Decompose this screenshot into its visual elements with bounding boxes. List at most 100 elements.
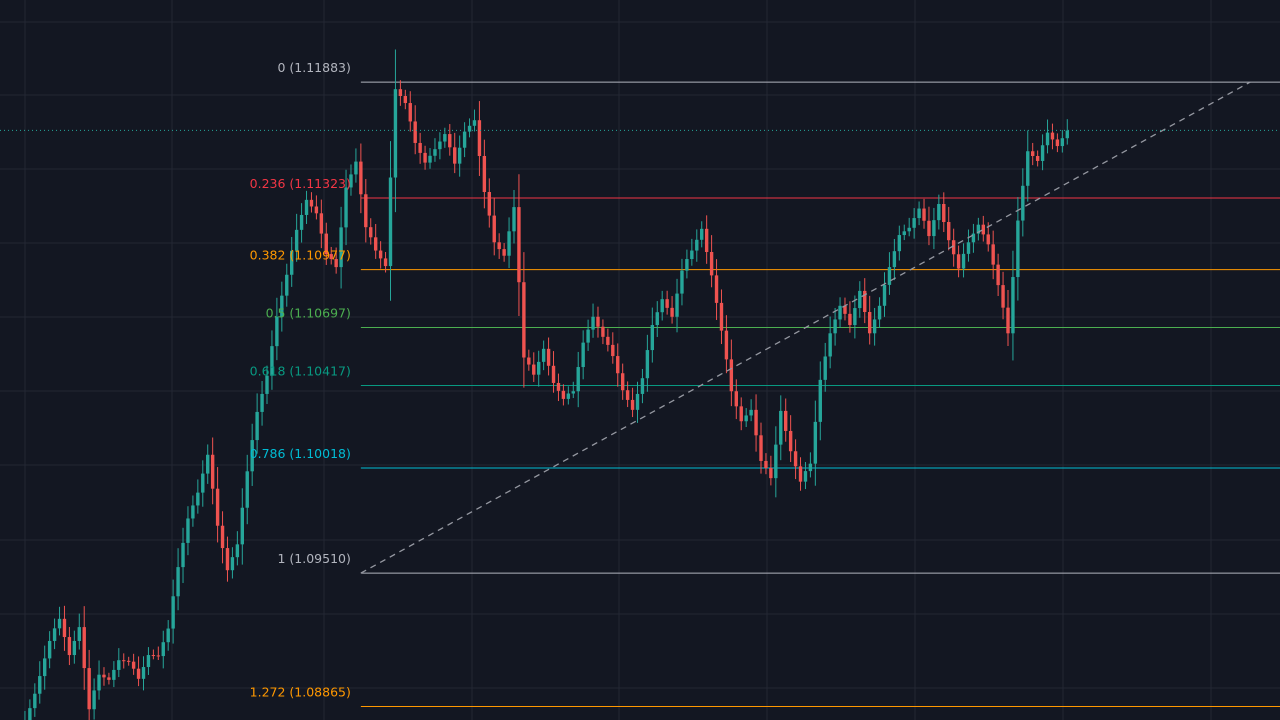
candle (734, 379, 738, 420)
candle-body (734, 391, 738, 407)
candle-body (779, 410, 783, 445)
candle-body (206, 454, 210, 474)
candle (349, 164, 353, 196)
candle (828, 316, 832, 369)
candle (102, 667, 106, 686)
candle (546, 337, 551, 376)
candle (453, 132, 457, 174)
candle (774, 426, 778, 498)
candle (769, 455, 773, 486)
candle-body (947, 222, 951, 241)
candle (630, 387, 635, 418)
candle-body (448, 134, 452, 148)
candle (714, 259, 719, 320)
candle-body (359, 161, 363, 195)
candle (620, 363, 625, 400)
fib-level-label: 0.236 (1.11323) (250, 176, 351, 191)
candle (551, 351, 556, 393)
candle-body (344, 187, 348, 228)
candle-body (961, 253, 966, 269)
candle (141, 656, 146, 691)
candle (378, 241, 383, 269)
candle-body (290, 250, 294, 275)
candle-body (408, 103, 412, 122)
candle (685, 249, 689, 279)
candle-body (388, 177, 393, 267)
candle-body (156, 655, 161, 657)
candle-body (497, 242, 501, 250)
candle (848, 301, 852, 333)
candle-body (867, 312, 872, 334)
candle-body (591, 316, 595, 330)
candle-body (616, 356, 620, 374)
candle (843, 297, 847, 321)
candle (215, 467, 220, 543)
candle-body (744, 415, 748, 422)
candle (1006, 289, 1010, 347)
candle-body (210, 454, 215, 489)
candle (704, 215, 709, 264)
candle (571, 381, 575, 399)
candle-body (892, 251, 897, 268)
candle-body (858, 290, 862, 309)
candle-body (532, 364, 536, 375)
candle (443, 127, 447, 148)
candle-body (77, 627, 81, 641)
candle (1065, 119, 1069, 145)
candle-body (739, 406, 743, 422)
candle-body (843, 305, 847, 314)
candle (126, 656, 131, 666)
candle (690, 238, 694, 266)
candle (872, 307, 877, 346)
candle-body (102, 674, 106, 678)
trend-line[interactable] (360, 81, 1251, 574)
candle (67, 627, 72, 666)
candle (240, 488, 244, 565)
candle-body (853, 308, 857, 326)
candle (1001, 271, 1005, 320)
candle-body (650, 325, 655, 351)
candle-body (635, 393, 640, 410)
fib-trend-line[interactable] (360, 81, 1251, 574)
candle-body (788, 430, 793, 452)
candle (625, 381, 630, 408)
candle-body (28, 708, 32, 720)
candle-body (586, 329, 590, 343)
candle (423, 145, 427, 170)
candle (72, 630, 77, 664)
candle-body (230, 557, 235, 571)
candle-body (255, 411, 259, 441)
candle-body (695, 239, 699, 251)
candle (818, 361, 822, 441)
candle-body (126, 660, 131, 662)
candle (33, 683, 37, 717)
candle-body (141, 667, 146, 679)
candle (838, 297, 842, 328)
candle-body (798, 466, 803, 482)
candle (314, 195, 319, 220)
candle (606, 328, 610, 352)
candle (887, 252, 892, 295)
candle (403, 89, 408, 110)
candle (724, 315, 729, 374)
candle (492, 197, 496, 256)
candle-body (438, 141, 442, 150)
candle (793, 439, 798, 480)
candle-body (818, 379, 822, 422)
candle-body (769, 468, 773, 479)
candle (373, 223, 378, 259)
fib-level-label: 0.5 (1.10697) (266, 306, 351, 321)
candle (645, 334, 650, 392)
candle (1040, 134, 1045, 171)
candle (354, 148, 358, 183)
candle (156, 646, 161, 661)
candle (660, 290, 664, 321)
candle (1055, 133, 1060, 153)
candle-body (625, 390, 630, 400)
candle (166, 620, 170, 651)
candle-body (1050, 132, 1055, 140)
candle (779, 395, 783, 461)
candle-body (1006, 307, 1010, 334)
